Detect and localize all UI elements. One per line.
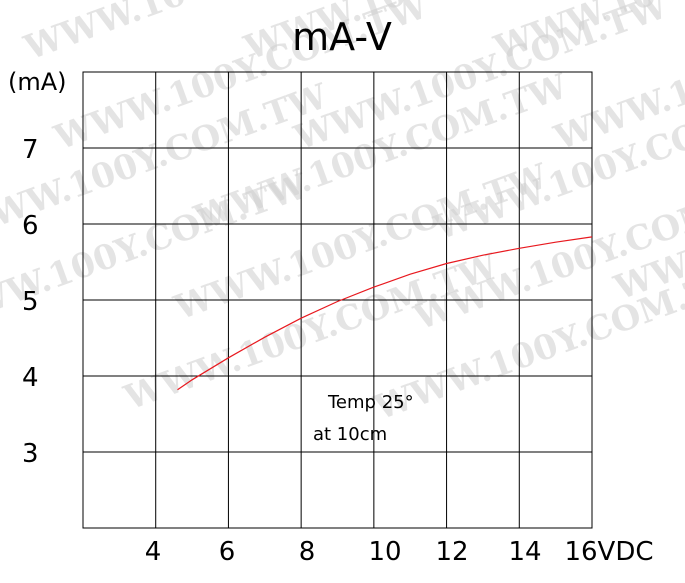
x-tick-labels: 4 6 8 10 12 14 16VDC — [145, 537, 654, 567]
x-tick-label: 4 — [145, 537, 162, 567]
y-tick-label: 4 — [22, 363, 39, 393]
x-tick-label: 10 — [368, 537, 401, 567]
x-tick-label: 8 — [299, 537, 316, 567]
annotation-line-2: at 10cm — [313, 424, 387, 445]
x-tick-label: 12 — [435, 537, 468, 567]
x-tick-label: 6 — [219, 537, 236, 567]
y-axis-unit-label: (mA) — [8, 68, 67, 96]
plot-grid — [82, 71, 593, 529]
y-tick-label: 3 — [22, 439, 39, 469]
y-tick-label: 7 — [22, 135, 39, 165]
x-tick-label: 16VDC — [564, 537, 653, 567]
y-tick-label: 6 — [22, 211, 39, 241]
series-layer — [177, 236, 593, 391]
annotation-line-1: Temp 25° — [327, 392, 414, 413]
x-tick-label: 14 — [508, 537, 541, 567]
y-tick-label: 5 — [22, 287, 39, 317]
y-tick-labels: 7 6 5 4 3 — [22, 135, 39, 469]
series-line — [177, 236, 593, 391]
chart-title: mA-V — [292, 15, 392, 59]
watermark-layer: WWW.100Y.COM.TWWWW.100Y.COM.TWWWW.100Y.C… — [0, 0, 685, 429]
